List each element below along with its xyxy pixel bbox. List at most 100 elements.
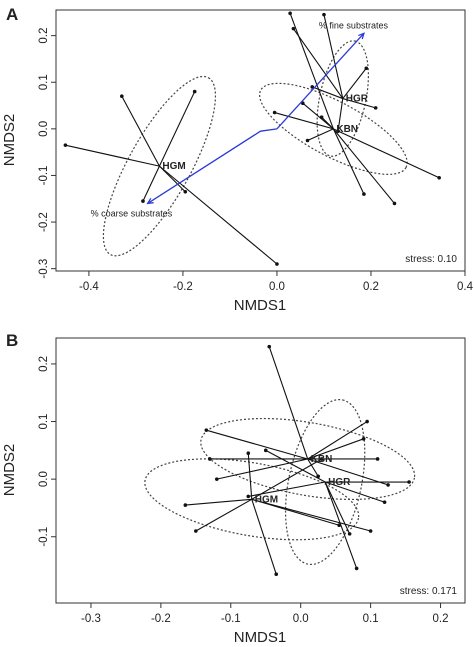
panel-b-spoke-kbn [216, 458, 308, 480]
panel-a-y-tick-label: -0.3 [38, 259, 50, 279]
panel-a-x-ticks: -0.4 -0.2 0.0 0.2 0.4 [79, 271, 474, 293]
panel-b-points [183, 344, 411, 576]
panel-a-point-hgm [63, 143, 68, 147]
panel-a-point-kbn [437, 175, 441, 180]
panel-b-group-label-kbn: KBN [311, 454, 333, 465]
panel-a-spoke-kbn [332, 128, 365, 195]
panel-b-point-hgr [354, 566, 359, 571]
panel-a-point-kbn [272, 110, 277, 115]
panel-a-point-hgr [291, 26, 296, 31]
panel-a-spoke-hgr [323, 14, 344, 99]
panel-b-spoke-hgr [265, 449, 326, 483]
panel-a-point-hgr [336, 129, 340, 133]
panel-b-point-kbn [316, 474, 320, 479]
panel-b-ellipses [144, 399, 416, 566]
panel-b-spoke-hgm [251, 498, 340, 526]
panel-a-ellipse-hgm [102, 75, 217, 257]
panel-b-y-tick-label: 0.0 [38, 471, 50, 487]
panel-a-spoke-hgr [342, 98, 376, 109]
panel-a-spoke-kbn [274, 112, 334, 130]
panel-a-point-hgm [141, 199, 145, 203]
panel-a-group-label-kbn: KBN [336, 124, 358, 135]
panel-a-spoke-kbn [333, 128, 440, 179]
panel-a-y-ticks: -0.3 -0.2 -0.1 0.0 0.1 0.2 [38, 28, 56, 279]
panel-b: B KBN HGR HGM -0.3 -0.2 -0.1 0.0 0.1 0.2 -0.1 0.… [1, 331, 466, 646]
panel-a-point-hgm [183, 189, 188, 194]
panel-b-point-kbn [215, 477, 219, 481]
panel-b-point-hgr [382, 500, 387, 504]
panel-b-group-labels: KBN HGR HGM [255, 454, 351, 505]
panel-a-spoke-hgm [142, 165, 160, 202]
panel-b-spoke-hgm [247, 453, 253, 500]
panel-b-group-label-hgm: HGM [255, 494, 278, 505]
panel-b-x-tick-label: 0.1 [363, 613, 379, 625]
panel-a-y-tick-label: -0.2 [38, 212, 50, 232]
panel-b-y-tick-label: 0.2 [38, 356, 50, 372]
panel-b-spoke-kbn [307, 438, 364, 460]
panel-a-plot-box [55, 9, 466, 272]
panel-a-vector-label: % fine substrates [319, 20, 389, 30]
panel-b-point-kbn [204, 428, 209, 432]
panel-b-spoke-kbn [307, 421, 368, 460]
panel-a-point-kbn [362, 192, 366, 196]
panel-b-spoke-hgm [251, 499, 277, 575]
panel-a-y-axis-label: NMDS2 [1, 114, 18, 167]
panel-a-spoke-hgr [337, 98, 344, 132]
panel-a-spoke-hgm [158, 91, 196, 167]
panel-a-point-kbn [305, 138, 310, 143]
panel-b-spoke-kbn [307, 458, 319, 477]
panel-a-point-hgr [310, 85, 315, 89]
panel-b-ellipse-hgm [144, 458, 360, 541]
panel-a-x-tick-label: -0.4 [79, 281, 99, 293]
panel-a-group-label-hgm: HGM [162, 161, 185, 172]
panel-b-point-hgr [263, 448, 268, 453]
panel-a-spoke-hgr [342, 67, 367, 99]
panel-b-stress: stress: 0.171 [400, 586, 458, 597]
panel-a-x-axis-label: NMDS1 [234, 297, 287, 314]
panel-b-point-hgm [319, 457, 324, 461]
panel-b-spoke-hgm [195, 498, 253, 532]
panel-b-x-tick-label: -0.2 [151, 613, 171, 625]
panel-b-letter: B [6, 331, 18, 350]
panel-a-y-tick-label: 0.1 [38, 74, 50, 90]
panel-a-point-hgr [373, 106, 378, 110]
panel-a-y-tick-label: -0.1 [38, 166, 50, 186]
panel-a-point-hgm [192, 89, 197, 94]
panel-b-spoke-hgm [251, 458, 322, 500]
panel-a-letter: A [6, 5, 18, 24]
panel-b-y-tick-label: 0.1 [38, 414, 50, 430]
panel-a-stress: stress: 0.10 [405, 254, 457, 265]
panel-b-spoke-kbn [268, 346, 309, 460]
panel-b-point-hgm [246, 451, 251, 456]
panel-a-spoke-hgm [65, 144, 160, 167]
panel-b-spoke-kbn [206, 429, 308, 460]
panel-a-spoke-hgm [121, 95, 160, 167]
panel-a-vector-line [147, 128, 278, 204]
panel-b-ellipse-hgr [284, 399, 366, 566]
panel-b-y-axis-label: NMDS2 [1, 444, 18, 497]
panel-a-spoke-kbn [307, 128, 334, 142]
panel-b-point-hgm [274, 572, 279, 576]
panel-b-point-hgm [337, 523, 341, 528]
panel-b-y-tick-label: -0.1 [38, 527, 50, 547]
panel-b-point-kbn [208, 457, 212, 461]
panel-b-x-axis-label: NMDS1 [234, 629, 287, 646]
panel-b-spoke-hgm [185, 498, 252, 506]
panel-a-ellipses [102, 40, 408, 257]
panel-b-spoke-hgr [324, 481, 385, 503]
panel-a-vector-arrowhead [358, 32, 365, 40]
panel-b-x-ticks: -0.3 -0.2 -0.1 0.0 0.1 0.2 [81, 603, 449, 625]
panel-b-point-hgr [246, 494, 251, 499]
panel-a-spoke-kbn [332, 128, 395, 204]
panel-b-point-hgr [347, 532, 352, 536]
panel-a-spoke-hgr [312, 86, 343, 100]
panel-a-points [63, 11, 441, 266]
panel-a-point-hgr [322, 12, 326, 17]
panel-a-vector-arrowhead [146, 197, 154, 205]
panel-a-y-tick-label: 0.0 [38, 121, 50, 137]
panel-a-group-label-hgr: HGR [346, 94, 369, 105]
panel-a-spoke-kbn [302, 102, 334, 130]
panel-a-x-tick-label: 0.2 [363, 281, 379, 293]
panel-b-point-hgm [183, 503, 188, 507]
panel-b-point-kbn [361, 437, 366, 441]
